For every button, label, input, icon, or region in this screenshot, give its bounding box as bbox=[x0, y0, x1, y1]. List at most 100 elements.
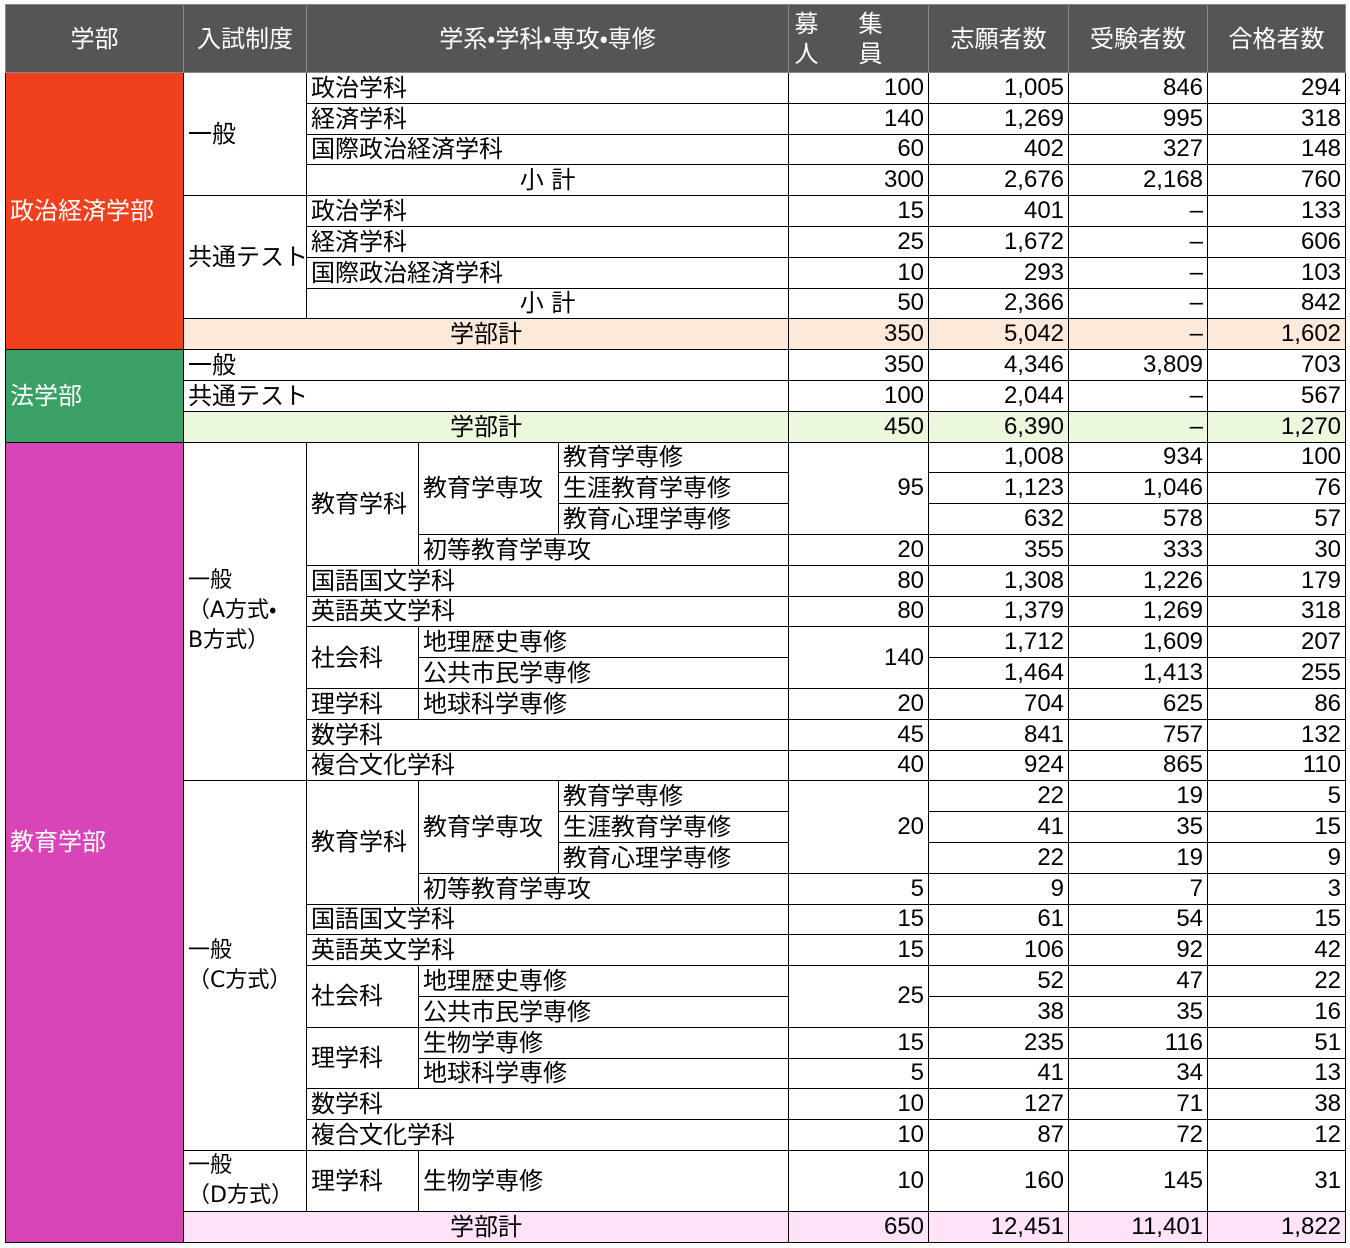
number-cell: 132 bbox=[1207, 718, 1347, 751]
number-cell: 22 bbox=[928, 841, 1070, 874]
label-cell: 公共市民学専修 bbox=[417, 995, 790, 1028]
label-cell: 一般 （D方式） bbox=[183, 1149, 307, 1213]
total-label: 小 計 bbox=[305, 164, 790, 197]
label-cell: 国語国文学科 bbox=[305, 564, 790, 597]
table-row: 共通テスト 政治学科 15 401–133 bbox=[6, 195, 1347, 320]
number-cell: 34 bbox=[1068, 1057, 1209, 1090]
label-cell: 英語英文学科 bbox=[305, 934, 790, 967]
label-cell: 教育心理学専修 bbox=[557, 841, 790, 874]
admission-table: 学部 入試制度 学系・学科・専攻・専修 募集人員 志願者数 受験者数 合格者数 政治経済学部… bbox=[5, 4, 1347, 1244]
number-cell: 145 bbox=[1068, 1149, 1209, 1213]
table-row: 法学部 一般 350 4,346 3,809 703 bbox=[5, 349, 1347, 443]
number-cell: 995 bbox=[1068, 102, 1209, 135]
label-cell: 複合文化学科 bbox=[305, 749, 790, 782]
table-row: 国語国文学科 80 1,308 1,226 179 bbox=[6, 564, 1347, 597]
number-cell: 1,712 bbox=[928, 626, 1070, 659]
number-cell: 179 bbox=[1207, 564, 1347, 597]
table-row: 国際政治経済学科 10 293–103 bbox=[6, 256, 1347, 289]
number-cell: 13 bbox=[1207, 1057, 1347, 1090]
number-cell: 6,390 bbox=[928, 410, 1070, 443]
number-cell: 61 bbox=[928, 903, 1070, 936]
number-cell: 80 bbox=[788, 595, 930, 628]
number-cell: 92 bbox=[1068, 934, 1209, 967]
number-cell: 1,008 bbox=[928, 441, 1070, 474]
number-cell: 19 bbox=[1068, 841, 1209, 874]
label-cell: 生物学専修 bbox=[417, 1026, 790, 1059]
number-cell: 54 bbox=[1068, 903, 1209, 936]
number-cell: 20 bbox=[788, 533, 930, 566]
number-cell: 40 bbox=[788, 749, 930, 782]
number-cell: 294 bbox=[1207, 72, 1347, 104]
label-cell: 理学科 bbox=[306, 1026, 419, 1090]
number-cell: 318 bbox=[1207, 595, 1347, 628]
number-cell: 12 bbox=[1207, 1119, 1347, 1151]
number-cell: 11,401 bbox=[1068, 1211, 1209, 1244]
number-cell: 4,346 bbox=[928, 349, 1070, 381]
header-cell: 学系・学科・専攻・専修 bbox=[305, 4, 790, 73]
label-cell: 共通テスト bbox=[183, 195, 307, 320]
number-cell: 71 bbox=[1068, 1088, 1209, 1121]
label-cell: 経済学科 bbox=[305, 102, 790, 135]
number-cell: 100 bbox=[788, 72, 930, 104]
number-cell: – bbox=[1068, 195, 1209, 227]
number-cell: 103 bbox=[1207, 256, 1347, 289]
number-cell: 38 bbox=[1207, 1088, 1347, 1121]
number-cell: 327 bbox=[1068, 133, 1209, 166]
table-row: 経済学科 25 1,672–606 bbox=[6, 225, 1347, 258]
header-cell: 受験者数 bbox=[1068, 4, 1209, 73]
table-row: 初等教育学専攻 20 355 333 30 bbox=[6, 533, 1347, 566]
number-cell: 22 bbox=[1207, 965, 1347, 997]
number-cell: – bbox=[1068, 225, 1209, 258]
number-cell: 567 bbox=[1207, 379, 1347, 412]
label-cell: 国際政治経済学科 bbox=[305, 256, 790, 289]
total-label: 学部計 bbox=[182, 1211, 790, 1244]
label-cell: 数学科 bbox=[305, 1088, 790, 1121]
number-cell: 116 bbox=[1068, 1026, 1209, 1059]
total-label: 学部計 bbox=[182, 318, 790, 351]
number-cell: 703 bbox=[1207, 349, 1347, 381]
number-cell: 5,042 bbox=[928, 318, 1070, 351]
number-cell: – bbox=[1068, 318, 1209, 351]
number-cell: 1,609 bbox=[1068, 626, 1209, 659]
header-cell: 学部 bbox=[5, 4, 184, 73]
label-cell: 教育学専攻 bbox=[418, 441, 559, 535]
number-cell: 7 bbox=[1068, 872, 1209, 905]
number-cell: 650 bbox=[788, 1211, 930, 1244]
table-row: 国際政治経済学科 60 402 327 148 bbox=[6, 133, 1347, 166]
label-cell: 生涯教育学専修 bbox=[557, 811, 790, 843]
table-row: 社会科 地理歴史専修 25 52 47 22 bbox=[6, 965, 1347, 1028]
number-cell: 22 bbox=[928, 780, 1070, 813]
number-cell: – bbox=[1068, 379, 1209, 412]
faculty-cell: 法学部 bbox=[5, 349, 184, 443]
label-cell: 教育学科 bbox=[306, 780, 419, 905]
number-cell: 5 bbox=[1207, 780, 1347, 813]
number-cell: 350 bbox=[788, 318, 930, 351]
number-cell: 1,123 bbox=[928, 472, 1070, 505]
number-cell: 16 bbox=[1207, 995, 1347, 1028]
number-cell: – bbox=[1068, 410, 1209, 443]
number-cell: 1,005 bbox=[928, 72, 1070, 104]
number-cell: 25 bbox=[788, 965, 930, 1028]
number-cell: 333 bbox=[1068, 533, 1209, 566]
number-cell: 110 bbox=[1207, 749, 1347, 782]
number-cell: 15 bbox=[788, 1026, 930, 1059]
number-cell: 15 bbox=[788, 934, 930, 967]
label-cell: 生涯教育学専修 bbox=[557, 472, 790, 505]
number-cell: 52 bbox=[928, 965, 1070, 997]
number-cell: 19 bbox=[1068, 780, 1209, 813]
label-cell: 政治学科 bbox=[305, 195, 790, 227]
label-cell: 政治学科 bbox=[305, 72, 790, 104]
number-cell: 76 bbox=[1207, 472, 1347, 505]
number-cell: 1,602 bbox=[1207, 318, 1347, 351]
label-cell: 複合文化学科 bbox=[305, 1119, 790, 1151]
faculty-cell: 教育学部 bbox=[5, 441, 184, 1244]
number-cell: 1,046 bbox=[1068, 472, 1209, 505]
number-cell: 106 bbox=[928, 934, 1070, 967]
label-cell: 教育学専攻 bbox=[418, 780, 559, 874]
number-cell: 865 bbox=[1068, 749, 1209, 782]
number-cell: 757 bbox=[1068, 718, 1209, 751]
number-cell: 5 bbox=[788, 1057, 930, 1090]
number-cell: 625 bbox=[1068, 687, 1209, 720]
table-row: 国語国文学科 15 61 54 15 bbox=[6, 903, 1347, 936]
number-cell: 30 bbox=[1207, 533, 1347, 566]
